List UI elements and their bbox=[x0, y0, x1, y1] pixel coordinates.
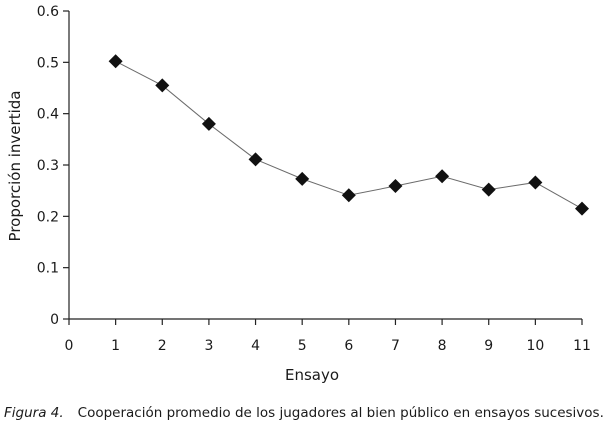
line-chart: 0 0.1 0.2 0.3 0.4 0.5 0.6 0 1 2 3 4 5 6 7 8 9 10 11 Ensay… bbox=[6, 4, 591, 384]
data-point-marker bbox=[388, 179, 403, 194]
data-point-marker bbox=[155, 78, 170, 93]
data-point-marker bbox=[108, 54, 123, 69]
y-axis: 0 0.1 0.2 0.3 0.4 0.5 0.6 bbox=[37, 4, 70, 328]
x-tick-label: 10 bbox=[526, 338, 544, 354]
y-tick-label: 0.2 bbox=[37, 209, 59, 225]
x-tick-label: 2 bbox=[158, 338, 167, 354]
x-tick-label: 7 bbox=[391, 338, 400, 354]
x-tick-label: 8 bbox=[438, 338, 447, 354]
x-axis: 0 1 2 3 4 5 6 7 8 9 10 11 bbox=[65, 318, 591, 354]
x-ticks: 0 1 2 3 4 5 6 7 8 9 10 11 bbox=[65, 319, 591, 354]
data-point-marker bbox=[575, 201, 589, 216]
y-tick-label: 0.5 bbox=[37, 55, 59, 71]
x-tick-label: 4 bbox=[251, 338, 260, 354]
y-tick-label: 0.6 bbox=[37, 4, 59, 20]
x-tick-label: 3 bbox=[204, 338, 213, 354]
y-tick-label: 0.1 bbox=[37, 261, 59, 277]
x-tick-label: 9 bbox=[484, 338, 493, 354]
series-layer bbox=[108, 54, 589, 216]
data-point-marker bbox=[528, 175, 543, 190]
figure-caption: Figura 4. Cooperación promedio de los jug… bbox=[4, 405, 608, 421]
data-point-marker bbox=[481, 182, 496, 197]
caption-text: Cooperación promedio de los jugadores al… bbox=[77, 405, 604, 421]
y-tick-label: 0.4 bbox=[37, 107, 59, 123]
x-tick-label: 0 bbox=[65, 338, 74, 354]
figure-label: Figura 4. bbox=[4, 405, 64, 421]
y-ticks: 0 0.1 0.2 0.3 0.4 0.5 0.6 bbox=[37, 4, 69, 328]
series-line bbox=[115, 60, 583, 210]
x-tick-label: 6 bbox=[344, 338, 353, 354]
y-tick-label: 0.3 bbox=[37, 158, 59, 174]
data-point-marker bbox=[435, 169, 450, 184]
x-tick-label: 1 bbox=[111, 338, 120, 354]
x-tick-label: 11 bbox=[573, 338, 591, 354]
data-point-marker bbox=[248, 152, 263, 167]
y-tick-label: 0 bbox=[50, 312, 59, 328]
data-point-marker bbox=[201, 116, 216, 131]
x-axis-title: Ensayo bbox=[285, 366, 339, 384]
x-tick-label: 5 bbox=[298, 338, 307, 354]
data-point-marker bbox=[295, 171, 310, 186]
data-point-marker bbox=[341, 188, 356, 203]
y-axis-title: Proporción invertida bbox=[6, 91, 24, 242]
